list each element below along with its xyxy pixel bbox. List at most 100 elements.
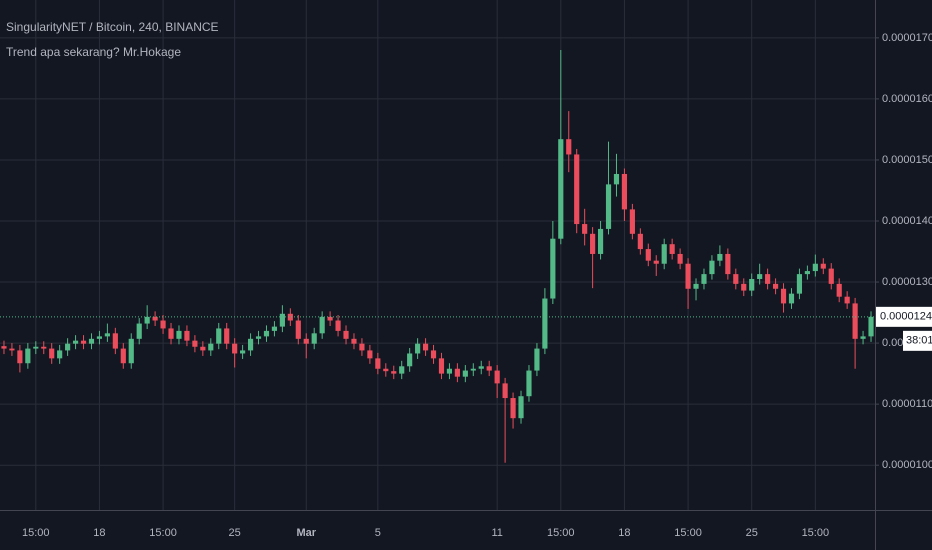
candle-body	[271, 326, 278, 331]
candle-body	[629, 209, 635, 234]
candle-body	[359, 343, 365, 351]
candle-body	[836, 283, 842, 297]
candle-body	[582, 224, 588, 234]
candle-body	[327, 316, 333, 321]
candle-body	[160, 320, 166, 329]
candles	[0, 50, 875, 463]
candle-body	[597, 228, 604, 254]
candle-body	[685, 263, 691, 289]
candle-body	[41, 346, 47, 349]
candle-body	[391, 371, 397, 374]
x-tick-label: 18	[618, 527, 630, 539]
candle-body	[335, 320, 341, 331]
x-tick-label: Mar	[296, 527, 316, 539]
candle-body	[828, 268, 834, 284]
candle-body	[701, 274, 707, 284]
candle-body	[120, 348, 126, 364]
candle-body	[494, 370, 500, 384]
candle-body	[9, 348, 15, 351]
candle-body	[613, 173, 620, 185]
candle-body	[232, 343, 238, 354]
candle-body	[772, 283, 779, 289]
countdown-label: 38:01	[906, 335, 932, 347]
candle-body	[733, 274, 739, 284]
x-tick-label: 15:00	[149, 527, 177, 539]
candle-body	[717, 253, 723, 261]
candle-body	[224, 328, 230, 344]
candle-body	[399, 366, 405, 374]
candle-body	[263, 330, 270, 337]
candle-body	[637, 233, 643, 250]
x-tick-label: 5	[375, 527, 381, 539]
candle-body	[590, 233, 596, 254]
x-tick-label: 15:00	[22, 527, 50, 539]
candle-body	[693, 283, 699, 289]
candle-body	[765, 274, 771, 284]
candle-body	[621, 173, 628, 210]
candle-body	[104, 333, 110, 337]
countdown-box	[903, 330, 932, 351]
candle-body	[128, 338, 134, 364]
candle-body	[757, 274, 763, 279]
candle-body	[279, 313, 285, 327]
candle-body	[542, 298, 548, 349]
candle-body	[407, 353, 413, 367]
candle-body	[462, 370, 468, 377]
candle-body	[661, 244, 667, 264]
candle-body	[510, 398, 516, 419]
last-price-box	[876, 306, 932, 327]
candle-body	[518, 396, 524, 419]
candle-body	[383, 368, 389, 372]
candle-body	[25, 348, 31, 364]
candle-body	[526, 370, 532, 397]
candle-body	[216, 328, 222, 344]
candle-body	[255, 336, 262, 339]
candle-body	[741, 283, 747, 291]
candle-body	[502, 383, 508, 399]
chart-subtitle: Trend apa sekarang? Mr.Hokage	[6, 45, 181, 59]
candle-body	[208, 343, 214, 351]
candle-body	[677, 253, 683, 264]
candle-body	[240, 350, 246, 354]
candle-body	[88, 338, 95, 344]
candle-body	[852, 303, 858, 339]
x-tick-label: 18	[93, 527, 105, 539]
candle-body	[780, 288, 787, 304]
candle-body	[566, 139, 572, 155]
candle-body	[367, 350, 373, 359]
x-tick-label: 25	[746, 527, 758, 539]
candle-body	[247, 338, 254, 351]
candle-body	[33, 346, 39, 349]
candle-body	[645, 249, 651, 261]
candle-body	[725, 253, 731, 275]
candle-body	[200, 346, 206, 351]
labels: 0.000010000.000011000.000012000.00001300…	[22, 32, 932, 539]
candle-body	[303, 338, 309, 344]
candle-body	[574, 154, 580, 225]
candle-body	[788, 293, 795, 304]
candle-body	[550, 238, 556, 299]
candle-body	[446, 368, 453, 374]
candle-body	[844, 296, 850, 304]
candle-body	[1, 346, 7, 349]
candle-body	[176, 330, 182, 339]
candle-body	[168, 328, 174, 339]
candle-body	[351, 338, 357, 344]
candle-body	[17, 350, 23, 364]
x-tick-label: 11	[491, 527, 502, 539]
candle-body	[144, 316, 150, 324]
chart-title: SingularityNET / Bitcoin, 240, BINANCE	[6, 20, 219, 34]
candle-body	[534, 348, 540, 371]
candle-body	[80, 340, 87, 344]
candle-body	[478, 366, 484, 369]
candle-body	[57, 350, 63, 359]
candle-body	[422, 343, 429, 351]
x-tick-label: 15:00	[802, 527, 830, 539]
candle-body	[65, 343, 71, 351]
